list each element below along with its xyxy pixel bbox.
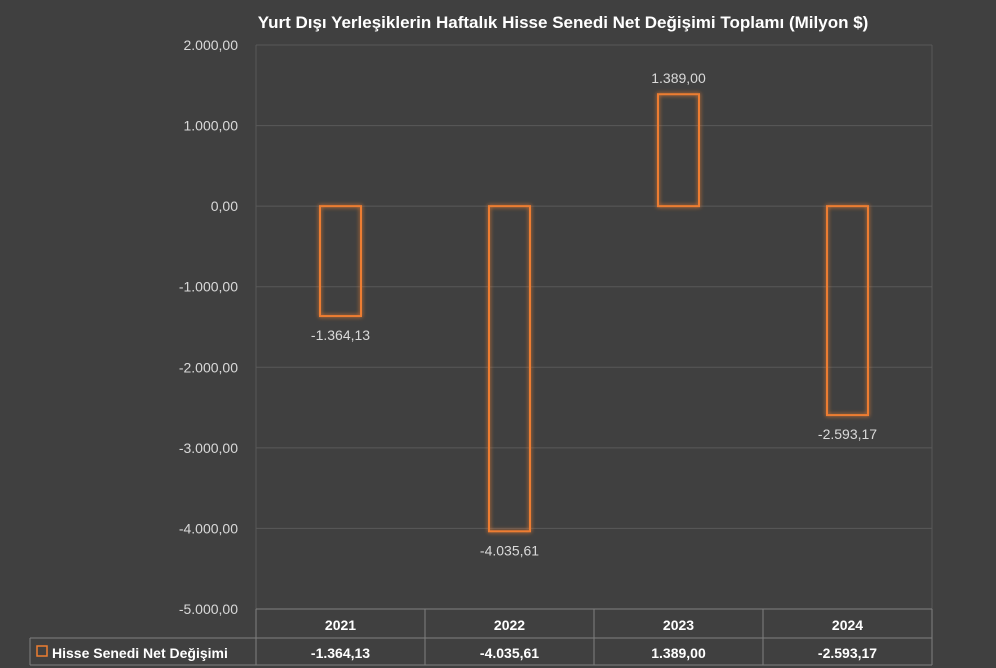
y-tick-label: -3.000,00	[179, 440, 238, 456]
series-name: Hisse Senedi Net Değişimi	[52, 645, 228, 661]
data-label: -4.035,61	[480, 542, 539, 558]
x-category-label: 2021	[325, 617, 356, 633]
data-label: 1.389,00	[651, 70, 706, 86]
y-tick-label: -4.000,00	[179, 520, 238, 536]
table-value: -2.593,17	[818, 645, 877, 661]
bar	[826, 205, 869, 417]
data-labels: -1.364,13 -4.035,61 1.389,00 -2.593,17	[311, 70, 877, 558]
data-table: 2021 -1.364,13 2022 -4.035,61 2023 1.389,00 20…	[29, 608, 933, 666]
bar	[319, 205, 362, 318]
bar	[657, 93, 700, 208]
legend-key-icon	[36, 645, 48, 657]
x-category-label: 2024	[832, 617, 863, 633]
table-value: -1.364,13	[311, 645, 370, 661]
y-tick-label: -5.000,00	[179, 601, 238, 617]
y-tick-label: -1.000,00	[179, 279, 238, 295]
table-value: -4.035,61	[480, 645, 539, 661]
chart-title: Yurt Dışı Yerleşiklerin Haftalık Hisse S…	[258, 13, 869, 32]
x-category-label: 2022	[494, 617, 525, 633]
data-label: -2.593,17	[818, 426, 877, 442]
y-axis-ticks: 2.000,00 1.000,00 0,00 -1.000,00 -2.000,00 -3…	[179, 37, 238, 617]
x-category-label: 2023	[663, 617, 694, 633]
y-tick-label: 0,00	[211, 198, 238, 214]
y-tick-label: 2.000,00	[184, 37, 239, 53]
bar	[488, 205, 531, 533]
table-value: 1.389,00	[651, 645, 706, 661]
data-label: -1.364,13	[311, 327, 370, 343]
gridlines	[255, 44, 933, 610]
y-tick-label: 1.000,00	[184, 118, 239, 134]
bars	[319, 93, 869, 533]
y-tick-label: -2.000,00	[179, 359, 238, 375]
